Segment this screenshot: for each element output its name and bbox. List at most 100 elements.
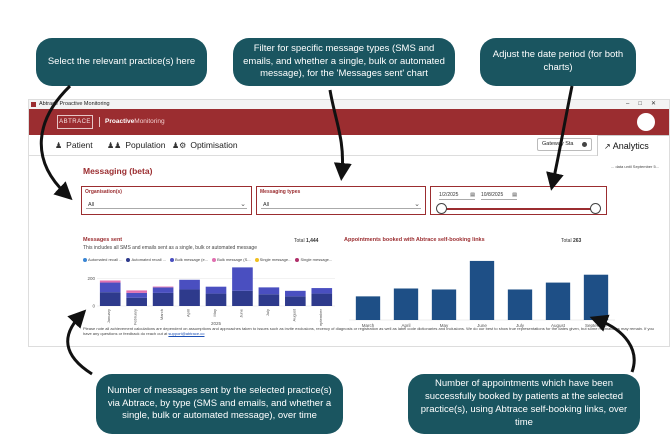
nav-patient[interactable]: ♟ Patient [55, 140, 93, 150]
messaging-types-underline [261, 208, 421, 209]
appointment-bar[interactable] [431, 289, 457, 320]
message-bar-segment[interactable] [126, 297, 147, 306]
legend-item[interactable]: Single message... [254, 257, 291, 262]
message-bar-segment[interactable] [232, 290, 253, 306]
messaging-types-label: Messaging types [260, 189, 301, 195]
message-bar-segment[interactable] [232, 267, 253, 291]
message-bar-segment[interactable] [258, 294, 280, 306]
x-tick-label: September [318, 308, 323, 326]
messages-chart-total: Total 1,444 [294, 238, 318, 244]
gateway-label: Gateway Sta [542, 141, 574, 147]
x-tick-label: April [401, 323, 410, 328]
message-bar-segment[interactable] [285, 290, 306, 297]
calendar-icon: ▤ [512, 192, 517, 198]
callout-practice: Select the relevant practice(s) here [36, 38, 207, 86]
user-avatar[interactable] [637, 113, 655, 131]
appointments-chart-title: Appointments booked with Abtrace self-bo… [344, 237, 485, 243]
message-bar-segment[interactable] [99, 280, 121, 283]
organisation-value: All [88, 202, 95, 208]
page-title: Messaging (beta) [83, 166, 153, 176]
callout-messages: Number of messages sent by the selected … [96, 374, 343, 434]
x-tick-label: February [133, 309, 138, 325]
message-bar-segment[interactable] [152, 292, 174, 306]
window-titlebar: Abtrace Proactive Monitoring –□✕ [29, 100, 669, 109]
legend-swatch [295, 257, 300, 262]
tab-analytics[interactable]: ↗ Analytics [597, 135, 669, 156]
arrow-appointments [589, 314, 636, 373]
main-nav: ♟ Patient ♟♟ Population ♟⚙ Optimisation Gat… [29, 135, 669, 156]
x-tick-label: August [291, 308, 296, 321]
x-tick-label: March [159, 309, 164, 320]
message-bar-segment[interactable] [152, 287, 174, 293]
messaging-types-dropdown[interactable]: Messaging types All ⌄ [256, 186, 426, 215]
legend-item[interactable]: Bulk message (e... [169, 257, 208, 262]
nav-population-label: Population [125, 140, 166, 150]
callout-practice-text: Select the relevant practice(s) here [47, 55, 196, 67]
gateway-status-button[interactable]: Gateway Sta [537, 138, 592, 151]
footnote-text: Please note all achievement calculations… [83, 326, 654, 337]
legend-swatch [83, 257, 87, 262]
x-tick-label: March [362, 323, 375, 328]
callout-date: Adjust the date period (for both charts) [480, 38, 636, 86]
x-tick-label: April [186, 309, 191, 317]
message-bar-segment[interactable] [179, 289, 200, 306]
analytics-label: Analytics [612, 141, 649, 151]
appointment-bar[interactable] [355, 296, 381, 320]
date-slider-end-handle[interactable] [590, 203, 601, 214]
x-tick-label: July [516, 323, 525, 328]
y-tick-label: 200 [87, 276, 95, 281]
nav-patient-label: Patient [66, 140, 93, 150]
legend-item[interactable]: Single message... [295, 257, 332, 262]
nav-optimisation[interactable]: ♟⚙ Optimisation [172, 140, 238, 150]
appointment-bar[interactable] [469, 260, 495, 320]
x-tick-label: June [238, 308, 243, 317]
message-bar-segment[interactable] [311, 288, 333, 294]
appointment-bar[interactable] [545, 282, 571, 320]
message-bar-segment[interactable] [179, 279, 200, 290]
window-controls[interactable]: –□✕ [626, 101, 665, 107]
message-bar-segment[interactable] [258, 287, 280, 295]
appointment-bar[interactable] [393, 288, 419, 320]
date-slider-start-handle[interactable] [436, 203, 447, 214]
date-from-value: 1/2/2025 [439, 192, 459, 198]
arrow-messages [66, 309, 93, 376]
appointment-bar[interactable] [507, 289, 533, 320]
message-bar-segment[interactable] [152, 286, 174, 288]
abtrace-logo: ABTRACE [57, 115, 93, 129]
legend-item[interactable]: Automated recall ... [126, 257, 166, 262]
data-notice: ... data until September 5... [611, 164, 660, 169]
message-bar-segment[interactable] [205, 286, 227, 294]
messages-chart-subtitle: This includes all SMS and emails sent as… [83, 245, 257, 251]
legend-item[interactable]: Bulk message (S... [212, 257, 251, 262]
app-icon [31, 102, 36, 107]
appointment-bar[interactable] [583, 274, 609, 320]
appointments-total-label: Total [561, 238, 572, 244]
x-tick-label: May [440, 323, 449, 328]
nav-optimisation-label: Optimisation [190, 140, 238, 150]
product-light: Monitoring [134, 118, 165, 125]
organisation-label: Organisation(s) [85, 189, 122, 195]
message-bar-segment[interactable] [99, 292, 121, 306]
message-bar-segment[interactable] [126, 290, 147, 293]
date-from-input[interactable]: 1/2/2025 ▤ [439, 191, 475, 200]
date-to-input[interactable]: 10/8/2025 ▤ [481, 191, 517, 200]
x-tick-label: May [212, 309, 217, 317]
message-bar-segment[interactable] [205, 293, 227, 306]
support-email-link[interactable]: support@abtrace.co [168, 331, 205, 337]
message-bar-segment[interactable] [285, 296, 306, 306]
calendar-icon: ▤ [470, 192, 475, 198]
callout-appointments-text: Number of appointments which have been s… [420, 378, 628, 428]
nav-population[interactable]: ♟♟ Population [107, 140, 166, 150]
message-bar-segment[interactable] [311, 293, 333, 306]
message-bar-segment[interactable] [126, 292, 147, 298]
messages-total-value: 1,444 [305, 238, 319, 244]
date-slider-track[interactable] [442, 208, 595, 210]
callout-date-text: Adjust the date period (for both charts) [492, 49, 624, 73]
message-bar-segment[interactable] [99, 282, 121, 293]
legend-item[interactable]: Automated recall ... [83, 257, 122, 262]
legend-swatch [254, 257, 259, 262]
gateway-status-icon [582, 142, 587, 147]
organisation-dropdown[interactable]: Organisation(s) All ⌄ [81, 186, 252, 215]
